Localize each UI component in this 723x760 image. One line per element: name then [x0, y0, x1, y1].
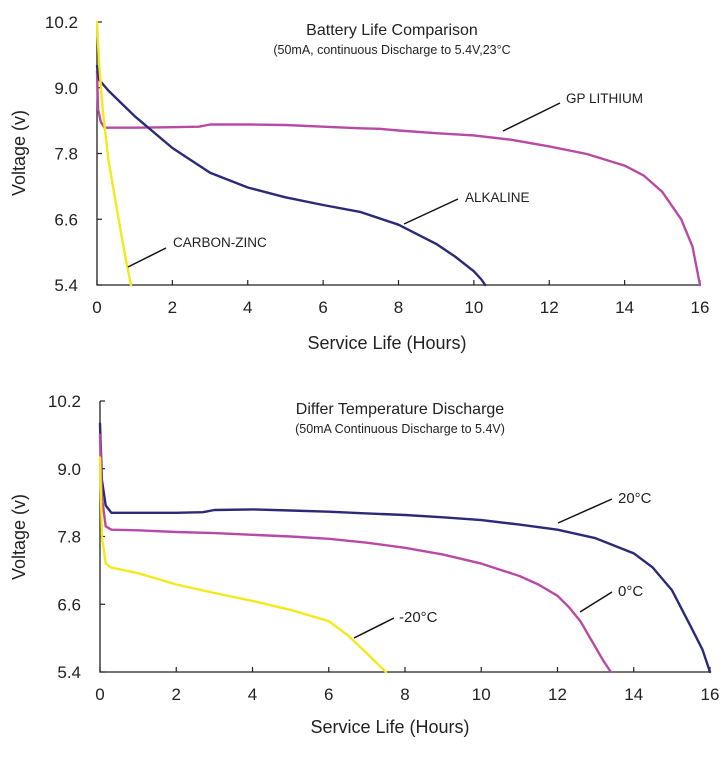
x-tick-label: 0: [95, 685, 104, 704]
x-tick-label: 16: [691, 298, 710, 317]
chart-2-title: Differ Temperature Discharge: [296, 401, 504, 418]
chart-2-subtitle: (50mA Continuous Discharge to 5.4V): [295, 422, 505, 436]
chart-1-subtitle: (50mA, continuous Discharge to 5.4V,23°C: [273, 43, 510, 57]
y-tick-label: 7.8: [54, 145, 78, 164]
x-tick-label: 6: [318, 298, 327, 317]
y-tick-label: 5.4: [57, 663, 81, 682]
chart-1-series: [95, 20, 702, 287]
chart-1-alkaline-leader: [403, 198, 459, 225]
chart-2-x-ticks: 0 2 4 6 8 10 12 14 16: [95, 667, 719, 704]
chart-2-20c-label: 20°C: [618, 490, 652, 507]
x-tick-label: 16: [701, 685, 720, 704]
chart-2-20c-leader: [557, 498, 613, 524]
x-tick-label: 10: [472, 685, 491, 704]
x-tick-label: 8: [394, 298, 403, 317]
chart-1-alkaline-label: ALKALINE: [465, 190, 530, 205]
chart-1-carbon-zinc-leader: [127, 247, 167, 268]
chart-2-0c-leader: [579, 591, 613, 613]
y-tick-label: 5.4: [54, 276, 78, 295]
chart-1-title: Battery Life Comparison: [306, 22, 478, 39]
chart-2-minus20c-leader: [353, 617, 395, 639]
series-line-alkaline: [95, 64, 487, 287]
x-tick-label: 6: [324, 685, 333, 704]
y-tick-label: 6.6: [54, 210, 78, 229]
chart-2-y-ticks: 5.4 6.6 7.8 9.0 10.2: [48, 392, 105, 682]
chart-2-axes: [99, 401, 710, 673]
series-line-20-c: [98, 422, 712, 674]
chart-2-series: [98, 422, 712, 674]
x-tick-label: 4: [248, 685, 257, 704]
y-tick-label: 7.8: [57, 528, 81, 547]
x-tick-label: 14: [615, 298, 634, 317]
chart-1-xlabel: Service Life (Hours): [307, 333, 466, 353]
series-line-carbon-zinc: [95, 20, 133, 287]
x-tick-label: 8: [400, 685, 409, 704]
chart-2-xlabel: Service Life (Hours): [310, 717, 469, 737]
x-tick-label: 12: [540, 298, 559, 317]
y-tick-label: 9.0: [57, 460, 81, 479]
chart-1-y-ticks: 5.4 6.6 7.8 9.0 10.2: [45, 13, 102, 295]
x-tick-label: 4: [243, 298, 252, 317]
chart-1-ylabel: Voltage (v): [9, 110, 29, 196]
chart-1-carbon-zinc-label: CARBON-ZINC: [173, 235, 267, 250]
chart-1-lithium-leader: [502, 102, 561, 132]
x-tick-label: 2: [168, 298, 177, 317]
chart-2: Differ Temperature Discharge (50mA Conti…: [9, 392, 719, 737]
chart-2-ylabel: Voltage (v): [9, 494, 29, 580]
y-tick-label: 6.6: [57, 595, 81, 614]
chart-1: Battery Life Comparison (50mA, continuou…: [9, 13, 709, 353]
x-tick-label: 0: [92, 298, 101, 317]
chart-1-lithium-label: GP LITHIUM: [566, 91, 643, 106]
series-line-gp-lithium: [95, 70, 702, 287]
chart-2-0c-label: 0°C: [618, 583, 643, 600]
y-tick-label: 10.2: [48, 392, 81, 411]
y-tick-label: 10.2: [45, 13, 78, 32]
chart-1-x-ticks: 0 2 4 6 8 10 12 14 16: [92, 280, 709, 317]
y-tick-label: 9.0: [54, 79, 78, 98]
x-tick-label: 2: [172, 685, 181, 704]
x-tick-label: 12: [548, 685, 567, 704]
chart-2-minus20c-label: -20°C: [399, 609, 438, 626]
series-line-0-c: [98, 433, 613, 674]
x-tick-label: 14: [624, 685, 643, 704]
series-line-20-c: [98, 456, 388, 674]
x-tick-label: 10: [464, 298, 483, 317]
